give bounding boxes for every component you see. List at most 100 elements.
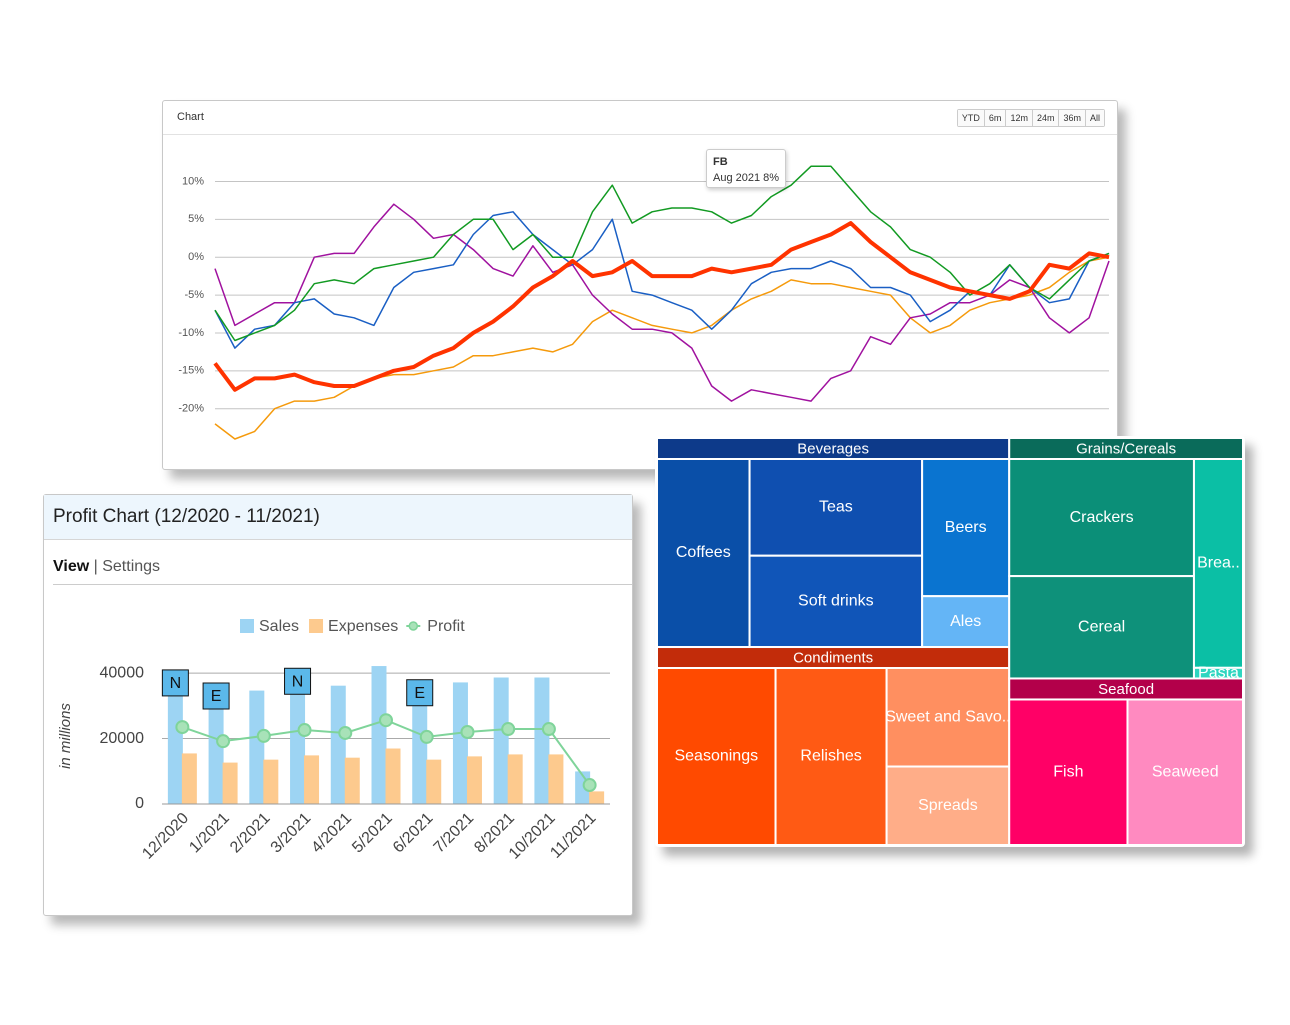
x-tick-label: 12/2020 bbox=[139, 810, 192, 863]
tile bbox=[1008, 458, 1195, 578]
profit-point bbox=[419, 729, 434, 744]
range-button[interactable]: 6m bbox=[983, 110, 1006, 126]
x-tick-label: 7/2021 bbox=[431, 810, 478, 857]
x-tick-label: 4/2021 bbox=[308, 810, 355, 857]
tile-label: Seasonings bbox=[674, 748, 758, 765]
y-axis-title: in millions bbox=[57, 703, 74, 769]
tooltip-text: Aug 2021 8% bbox=[713, 172, 780, 184]
line-panel: Chart YTD 6m 12m 24m 36m All 10% 5% 0% -5% -… bbox=[162, 100, 1118, 470]
bar bbox=[589, 791, 605, 805]
bar bbox=[534, 677, 550, 805]
profit-point bbox=[175, 720, 190, 735]
tabs: View | Settings bbox=[53, 558, 160, 576]
range-button[interactable]: YTD bbox=[957, 110, 984, 126]
x-tick-label: 11/2021 bbox=[547, 810, 599, 862]
y-tick-label: 0% bbox=[188, 251, 204, 263]
line-chart: 10% 5% 0% -5% -10% -15% -20% bbox=[178, 165, 1110, 440]
profit-chart: 0 20000 40000 in millions 12/20201/20212/202… bbox=[57, 618, 610, 863]
tooltip-title: FB bbox=[713, 156, 728, 168]
profit-point bbox=[379, 713, 393, 728]
tile bbox=[921, 595, 1011, 649]
legend-label: Profit bbox=[427, 618, 465, 635]
tab-separator: | bbox=[93, 558, 98, 575]
tile-label: Spreads bbox=[918, 797, 978, 814]
range-button[interactable]: All bbox=[1084, 110, 1104, 126]
x-tick-label: 6/2021 bbox=[390, 810, 437, 857]
profit-point bbox=[582, 778, 597, 793]
panel-header: Profit Chart (12/2020 - 11/2021) bbox=[44, 495, 632, 540]
marker-box bbox=[406, 679, 434, 707]
y-tick-label: 10% bbox=[182, 175, 204, 187]
profit-point bbox=[501, 722, 516, 737]
bar bbox=[452, 682, 468, 805]
tile-label: Fish bbox=[1053, 763, 1083, 780]
tooltip: FB Aug 2021 8% bbox=[706, 149, 786, 188]
marker-box bbox=[284, 667, 312, 695]
profit-point bbox=[338, 725, 353, 740]
x-tick-label: 3/2021 bbox=[268, 810, 315, 857]
bar bbox=[304, 755, 320, 805]
range-button[interactable]: 24m bbox=[1031, 110, 1059, 126]
profit-panel: Profit Chart (12/2020 - 11/2021) View | … bbox=[43, 494, 633, 916]
tile bbox=[1126, 698, 1245, 847]
bar bbox=[290, 680, 306, 805]
panel-title: Profit Chart (12/2020 - 11/2021) bbox=[53, 506, 320, 527]
marker-label: E bbox=[414, 685, 425, 702]
profit-point bbox=[541, 722, 556, 737]
tile bbox=[885, 765, 1011, 846]
line-series bbox=[213, 221, 1110, 392]
y-tick-label: -20% bbox=[178, 403, 204, 415]
range-button[interactable]: 12m bbox=[1005, 110, 1032, 126]
tile-label: Soft drinks bbox=[798, 593, 874, 610]
tile bbox=[1008, 575, 1195, 680]
bar bbox=[412, 692, 428, 805]
bar bbox=[249, 690, 265, 805]
bar bbox=[208, 695, 224, 805]
bar bbox=[426, 759, 442, 805]
legend-label: Expenses bbox=[328, 618, 398, 635]
profit-point bbox=[256, 728, 271, 743]
divider bbox=[53, 584, 632, 585]
tile-label: Crackers bbox=[1070, 509, 1134, 526]
y-tick-label: 0 bbox=[135, 795, 144, 812]
y-tick-label: 40000 bbox=[100, 664, 145, 681]
y-tick-label: 5% bbox=[188, 213, 204, 225]
marker-box bbox=[161, 669, 189, 697]
marker-label: N bbox=[292, 673, 304, 690]
tile-label: Relishes bbox=[800, 748, 861, 765]
treemap-panel: Beverages Coffees Teas Soft drinks Beers Ales… bbox=[655, 436, 1245, 847]
tile bbox=[656, 458, 751, 649]
profit-point bbox=[216, 734, 231, 749]
panel-title: Chart bbox=[177, 111, 204, 123]
marker-box bbox=[202, 682, 230, 710]
marker-label: N bbox=[170, 675, 182, 692]
y-tick-label: 20000 bbox=[100, 730, 145, 747]
tile bbox=[748, 554, 924, 649]
tile-label: Coffees bbox=[676, 544, 731, 561]
treemap: Beverages Coffees Teas Soft drinks Beers Ales… bbox=[656, 437, 1245, 847]
range-button[interactable]: 36m bbox=[1058, 110, 1085, 126]
x-tick-label: 2/2021 bbox=[227, 810, 274, 857]
group-label: Grains/Cereals bbox=[1076, 440, 1176, 457]
group-label: Beverages bbox=[797, 440, 869, 457]
y-tick-label: -10% bbox=[178, 327, 204, 339]
tab[interactable]: View bbox=[53, 558, 90, 575]
tile-label: Cereal bbox=[1078, 619, 1125, 636]
bar bbox=[222, 762, 238, 805]
tile-label: Pasta bbox=[1198, 664, 1239, 681]
legend-symbol bbox=[309, 619, 324, 633]
range-buttons: YTD 6m 12m 24m 36m All bbox=[956, 109, 1105, 127]
y-tick-label: -15% bbox=[178, 365, 204, 377]
tile bbox=[1008, 698, 1129, 847]
profit-point bbox=[460, 725, 475, 739]
bar bbox=[344, 757, 360, 805]
bar bbox=[263, 759, 279, 805]
line-series bbox=[214, 256, 1110, 440]
legend-symbol bbox=[240, 619, 254, 633]
group-label: Seafood bbox=[1098, 681, 1154, 698]
bar bbox=[167, 682, 183, 805]
tile-label: Sweet and Savo.. bbox=[885, 708, 1010, 725]
bar bbox=[507, 754, 523, 805]
bar bbox=[330, 685, 346, 805]
tab[interactable]: Settings bbox=[102, 558, 161, 575]
